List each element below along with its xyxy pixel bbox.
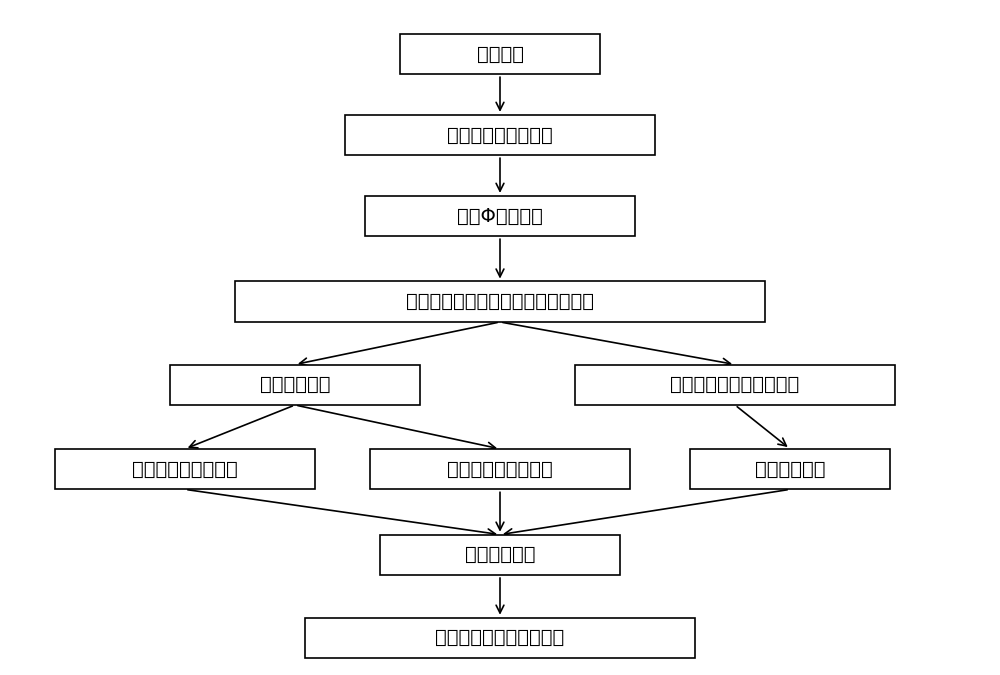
Text: 综合分析数据: 综合分析数据 <box>465 545 535 564</box>
Text: 筛分、获取粒组数据: 筛分、获取粒组数据 <box>447 126 553 144</box>
Text: 粒度Φ格式转化: 粒度Φ格式转化 <box>457 207 543 225</box>
Bar <box>235 281 765 322</box>
Text: 推测采砂采空区影响范围: 推测采砂采空区影响范围 <box>435 628 565 647</box>
Text: 道格拉斯三指数分类命名: 道格拉斯三指数分类命名 <box>670 375 800 394</box>
Text: 绘制粒度参数分布图: 绘制粒度参数分布图 <box>132 460 238 479</box>
Text: 绘制粒度累积频率图、获取特征粒径: 绘制粒度累积频率图、获取特征粒径 <box>406 292 594 311</box>
Text: 三指数整数化: 三指数整数化 <box>755 460 825 479</box>
Bar <box>365 196 635 236</box>
Text: 钻孔取样: 钻孔取样 <box>477 45 524 63</box>
Bar <box>690 449 890 489</box>
Text: 计算粒度参数: 计算粒度参数 <box>260 375 330 394</box>
Bar <box>55 449 315 489</box>
Bar <box>575 364 895 405</box>
Bar <box>370 449 630 489</box>
Bar <box>170 364 420 405</box>
Text: 绘制粒度参数散点图: 绘制粒度参数散点图 <box>447 460 553 479</box>
Bar <box>305 618 695 658</box>
Bar <box>345 115 655 155</box>
Bar <box>400 34 600 74</box>
Bar <box>380 535 620 575</box>
